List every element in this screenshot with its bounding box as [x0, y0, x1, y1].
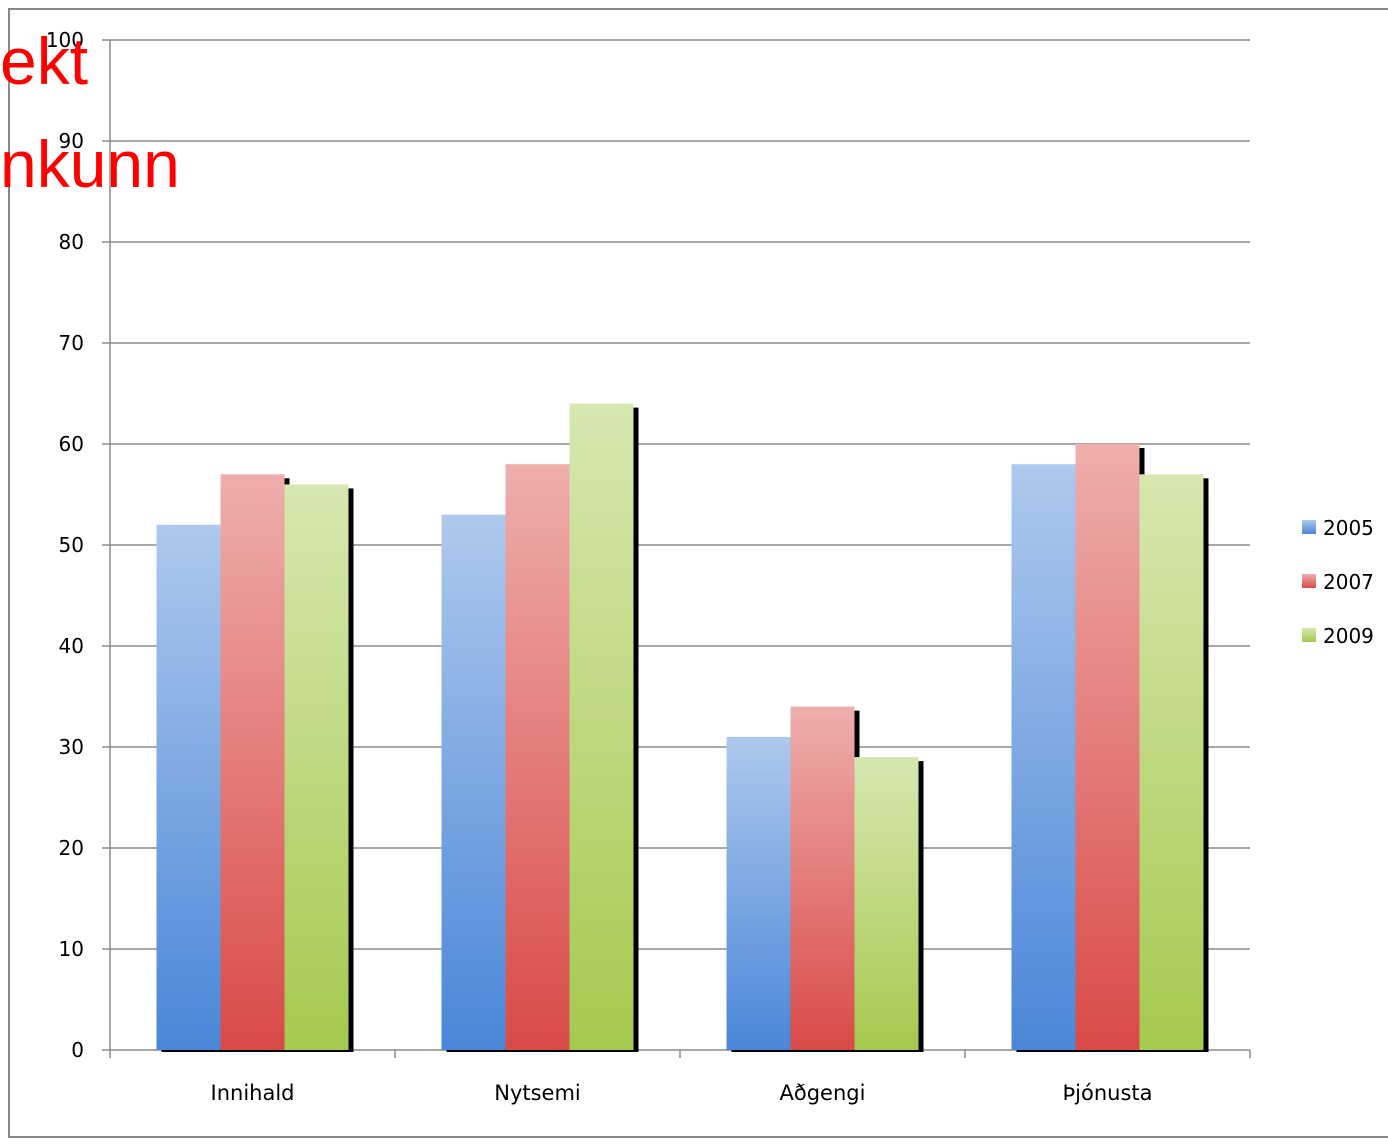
bar-2007-Þjónusta — [1075, 444, 1140, 1050]
y-tick-label: 90 — [59, 129, 84, 153]
y-tick-label: 20 — [59, 836, 84, 860]
bar-2009-Þjónusta — [1139, 474, 1204, 1050]
y-tick-label: 50 — [59, 533, 84, 557]
overlay-title-line-2: nkunn — [0, 127, 180, 201]
x-category-label: Þjónusta — [1062, 1081, 1152, 1105]
chart-frame — [8, 8, 1388, 1138]
y-tick-label: 80 — [59, 230, 84, 254]
bar-2007-Nytsemi — [505, 464, 570, 1050]
legend-label-2005: 2005 — [1323, 516, 1374, 540]
x-category-labels: Innihald Nytsemi Aðgengi Þjónusta — [211, 1081, 1153, 1105]
bar-2009-Innihald — [284, 484, 349, 1050]
y-tick-label: 10 — [59, 937, 84, 961]
y-tick-label: 70 — [59, 331, 84, 355]
legend-label-2007: 2007 — [1323, 570, 1374, 594]
y-tick-label: 60 — [59, 432, 84, 456]
x-category-label: Aðgengi — [780, 1081, 866, 1105]
x-category-label: Innihald — [211, 1081, 295, 1105]
bar-2009-Aðgengi — [854, 757, 919, 1050]
x-category-label: Nytsemi — [494, 1081, 581, 1105]
legend-swatch-2009 — [1302, 628, 1316, 642]
y-tick-labels: 0 10 20 30 40 50 60 70 80 90 100 — [46, 28, 84, 1062]
y-tick-label: 40 — [59, 634, 84, 658]
legend-label-2009: 2009 — [1323, 624, 1374, 648]
bar-2005-Aðgengi — [726, 736, 791, 1050]
bar-2009-Nytsemi — [569, 403, 634, 1051]
bars — [156, 403, 1209, 1053]
y-tick-label: 100 — [46, 28, 84, 52]
legend-swatch-2005 — [1302, 520, 1316, 534]
legend: 2005 2007 2009 — [1302, 516, 1374, 648]
bar-2005-Nytsemi — [441, 514, 506, 1050]
y-tick-label: 30 — [59, 735, 84, 759]
overlay-title-line-1: ekt — [0, 24, 89, 98]
y-tick-label: 0 — [71, 1038, 84, 1062]
bar-2007-Innihald — [220, 474, 285, 1050]
legend-swatch-2007 — [1302, 574, 1316, 588]
bar-2005-Innihald — [156, 524, 221, 1050]
bar-2007-Aðgengi — [790, 706, 855, 1050]
bar-2005-Þjónusta — [1011, 464, 1076, 1050]
